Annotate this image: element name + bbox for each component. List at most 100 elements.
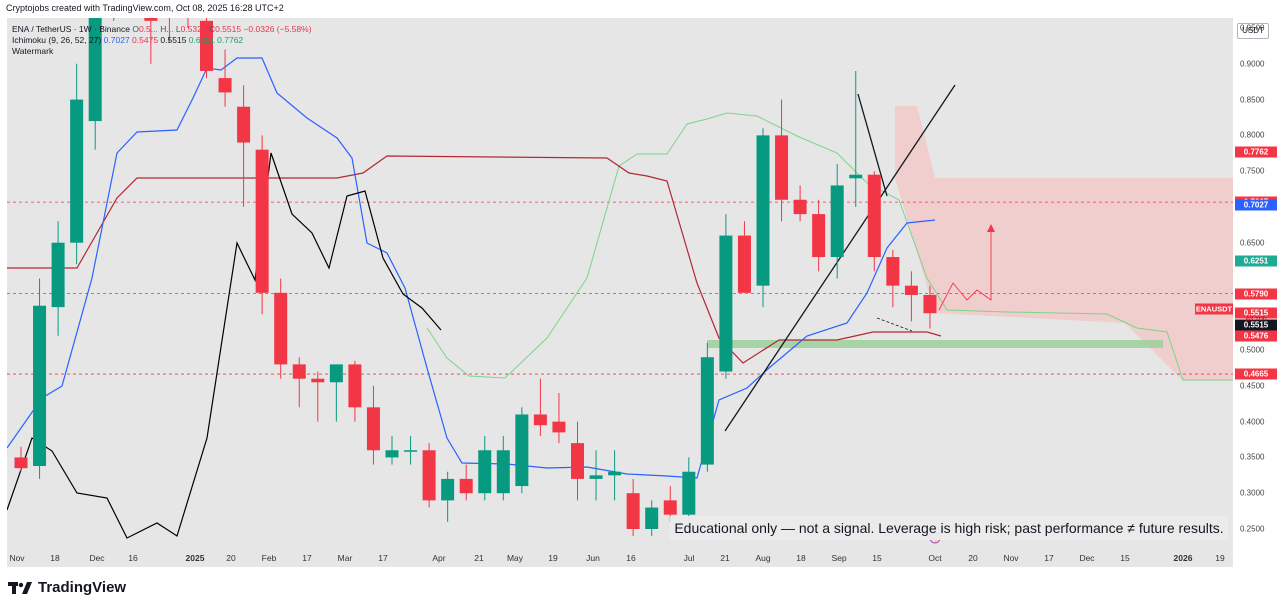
low-label: L <box>175 24 181 34</box>
time-tick: 20 <box>968 553 978 563</box>
time-tick: 16 <box>626 553 636 563</box>
time-tick: 19 <box>1215 553 1225 563</box>
candle-body <box>830 185 844 258</box>
ichimoku-value-tenkan: 0.7027 <box>103 35 130 45</box>
close-value: 0.5515 <box>215 24 242 34</box>
price-tick: 0.8500 <box>1240 95 1265 105</box>
tradingview-logo-icon <box>8 581 32 594</box>
candle-body <box>571 443 584 479</box>
candle-body <box>218 78 232 93</box>
time-tick: May <box>506 553 524 563</box>
chart-legend: ENA / TetherUS · 1W · Binance O0.5... H.… <box>12 24 312 57</box>
high-label: H <box>160 24 167 34</box>
tenkan-sen-line <box>7 57 936 479</box>
time-tick: Oct <box>928 553 942 563</box>
candle-body <box>756 135 770 286</box>
candle-body <box>33 305 47 467</box>
price-tick: 0.3000 <box>1240 488 1265 498</box>
time-tick: Jun <box>586 553 600 563</box>
candle-body <box>329 364 343 383</box>
candle-body <box>274 292 288 365</box>
footer: TradingView <box>0 567 1280 610</box>
candle-body <box>812 214 826 258</box>
candle-body <box>237 106 251 143</box>
candle-body <box>14 457 28 469</box>
candle-body <box>849 174 863 179</box>
candle-body <box>886 257 900 286</box>
price-label: 0.5476 <box>1235 330 1277 342</box>
candle-body <box>793 199 807 215</box>
price-tick: 0.2500 <box>1240 524 1265 534</box>
price-tick: 0.9500 <box>1240 23 1265 33</box>
price-label: 0.5515 <box>1235 319 1277 331</box>
price-tick: 0.6500 <box>1240 238 1265 248</box>
price-label: 0.4665 <box>1235 368 1277 380</box>
chart-pane[interactable]: ⚡ ENA / TetherUS · 1W · Binance O0.5... … <box>7 18 1233 567</box>
tradingview-brand-text: TradingView <box>38 579 127 596</box>
time-tick: Sep <box>831 553 847 563</box>
dashed-projection-line <box>876 317 913 332</box>
candle-body <box>682 471 696 515</box>
currency-unit-button[interactable]: USDT <box>1237 23 1269 39</box>
candle-body <box>311 378 325 383</box>
tradingview-logo[interactable]: TradingView <box>8 579 126 596</box>
support-zone <box>707 340 1163 348</box>
candle-body <box>626 493 640 529</box>
ichimoku-value-lagging: 0.5515 <box>160 35 187 45</box>
time-tick: Dec <box>1079 553 1095 563</box>
price-label: 0.7027 <box>1235 199 1277 211</box>
price-tick: 0.9000 <box>1240 59 1265 69</box>
price-tick: 0.7500 <box>1240 166 1265 176</box>
time-tick: 18 <box>50 553 60 563</box>
price-tick: 0.8000 <box>1240 130 1265 140</box>
symbol-price-label: ENAUSDT <box>1195 303 1233 315</box>
candle-body <box>496 450 510 494</box>
price-tick: 0.3500 <box>1240 452 1265 462</box>
candle-body <box>737 235 751 293</box>
disclaimer-text: Educational only — not a signal. Leverag… <box>670 516 1228 540</box>
price-chart[interactable]: ⚡ <box>7 18 1233 567</box>
ascending-trendline <box>724 84 956 432</box>
candle-body <box>144 18 158 21</box>
candle-body <box>719 235 733 372</box>
high-value: ... <box>166 24 174 34</box>
symbol-info[interactable]: ENA / TetherUS · 1W · Binance <box>12 24 130 34</box>
time-tick: Aug <box>755 553 771 563</box>
drawn-line-top <box>857 93 888 197</box>
candle-body <box>552 421 566 433</box>
projection-arrow-head <box>987 224 995 232</box>
open-label: O <box>132 24 139 34</box>
price-tick: 0.4000 <box>1240 417 1265 427</box>
close-label: C <box>208 24 216 34</box>
price-label: 0.7762 <box>1235 146 1277 158</box>
price-tick: 0.4500 <box>1240 381 1265 391</box>
candle-body <box>459 478 473 494</box>
candle-body <box>88 18 102 122</box>
lagging-span-line <box>7 152 442 539</box>
candle-body <box>533 414 547 426</box>
time-tick: Jul <box>683 553 695 563</box>
price-label: 0.5515 <box>1235 307 1277 319</box>
time-tick: Nov <box>9 553 25 563</box>
time-tick: 17 <box>378 553 388 563</box>
time-axis[interactable]: Nov 18 Dec 16 2025 20 Feb 17 Mar 17 Apr 21 May 19 Jun 1… <box>7 548 1233 567</box>
time-tick: Dec <box>89 553 105 563</box>
candle-body <box>663 500 677 515</box>
leading-span-line <box>426 112 1233 381</box>
time-tick: 2026 <box>1173 553 1193 563</box>
ichimoku-value-kijun: 0.5475 <box>132 35 159 45</box>
price-axis[interactable]: USDT 0.9500 0.9000 0.8500 0.8000 0.7500 0.650… <box>1195 18 1280 567</box>
candle-body <box>404 450 418 452</box>
watermark-indicator-name[interactable]: Watermark <box>12 46 54 56</box>
candle-body <box>867 174 881 258</box>
time-tick: 21 <box>720 553 730 563</box>
time-tick: 19 <box>548 553 558 563</box>
candle-body <box>515 414 529 487</box>
low-value: 0.5327 <box>180 24 207 34</box>
candle-body <box>366 407 380 451</box>
time-tick: 21 <box>474 553 484 563</box>
time-tick: 20 <box>226 553 236 563</box>
candle-body <box>51 242 65 308</box>
kijun-sen-line <box>7 155 942 364</box>
ichimoku-indicator-name[interactable]: Ichimoku (9, 26, 52, 27) <box>12 35 102 45</box>
